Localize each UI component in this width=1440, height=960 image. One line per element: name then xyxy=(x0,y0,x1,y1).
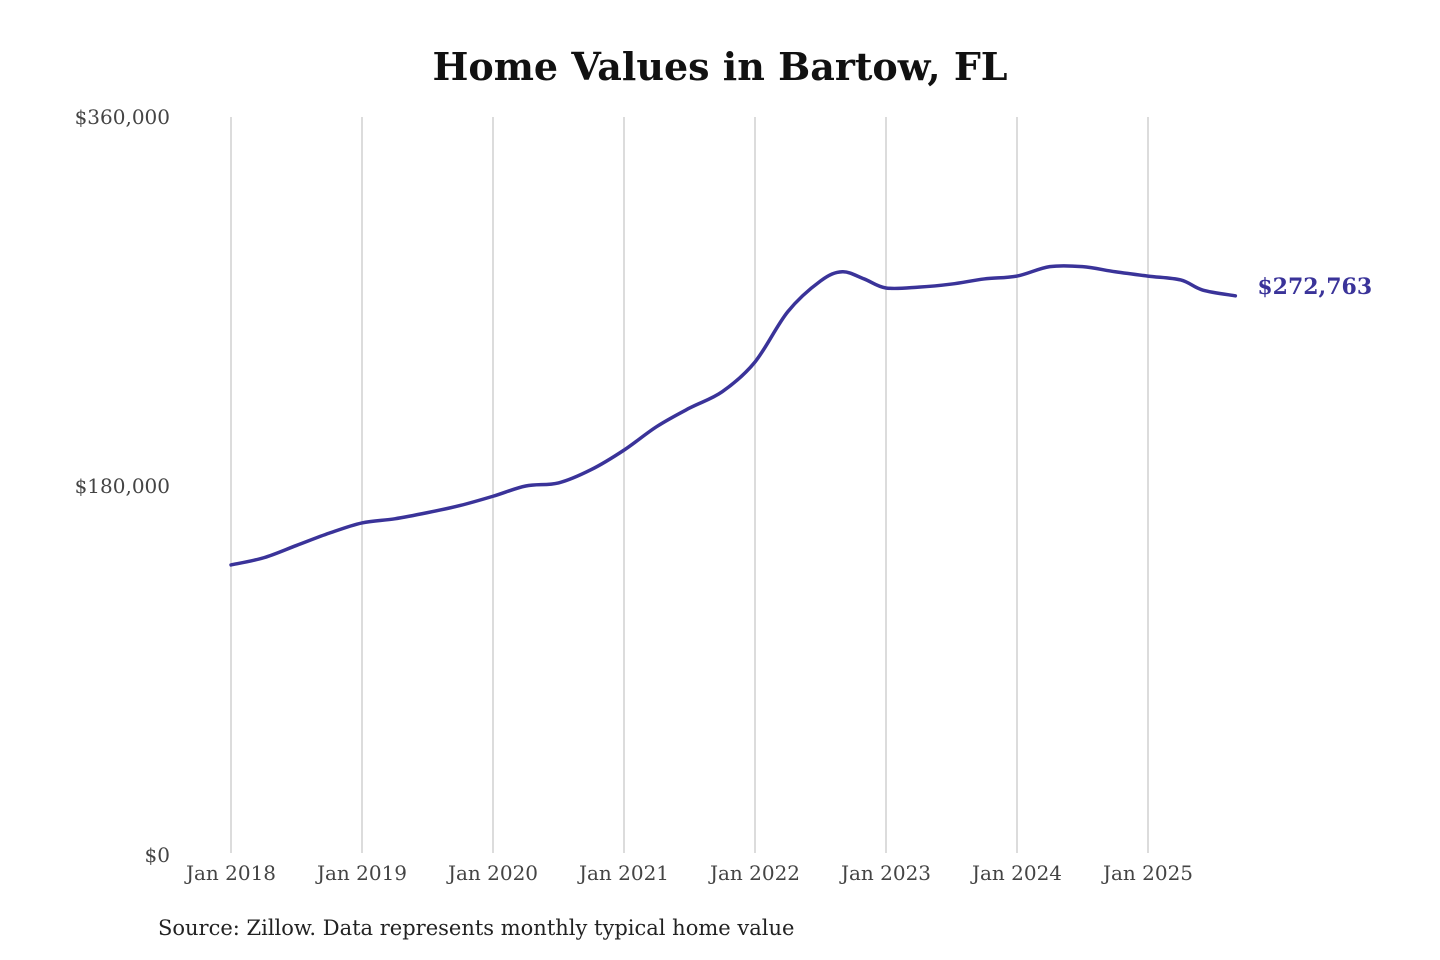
source-note: Source: Zillow. Data represents monthly … xyxy=(158,916,795,940)
y-tick-label: $360,000 xyxy=(75,105,170,129)
x-tick-label: Jan 2024 xyxy=(970,861,1062,885)
x-tick-label: Jan 2021 xyxy=(577,861,669,885)
x-tick-label: Jan 2020 xyxy=(446,861,538,885)
y-tick-label: $0 xyxy=(145,843,170,867)
x-tick-label: Jan 2023 xyxy=(839,861,931,885)
y-tick-label: $180,000 xyxy=(75,474,170,498)
series-line xyxy=(229,263,1238,567)
end-value-label: $272,763 xyxy=(1257,274,1372,300)
x-tick-label: Jan 2022 xyxy=(708,861,800,885)
x-tick-label: Jan 2019 xyxy=(315,861,407,885)
x-tick-label: Jan 2018 xyxy=(184,861,276,885)
x-tick-label: Jan 2025 xyxy=(1101,861,1193,885)
chart-title: Home Values in Bartow, FL xyxy=(432,44,1008,89)
